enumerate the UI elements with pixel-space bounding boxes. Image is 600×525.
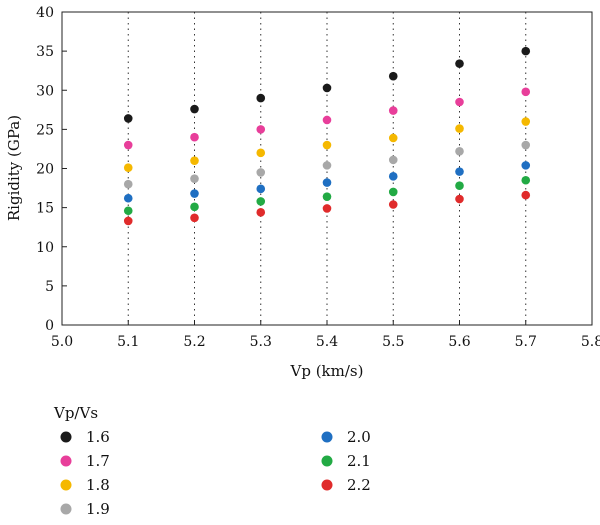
data-point xyxy=(322,140,332,150)
data-points xyxy=(123,46,531,226)
x-tick-label: 5.5 xyxy=(382,334,404,350)
y-tick-label: 5 xyxy=(45,279,54,295)
data-point xyxy=(455,124,464,133)
data-point xyxy=(123,163,133,173)
data-point xyxy=(123,216,133,226)
data-point xyxy=(388,155,398,165)
y-tick-label: 30 xyxy=(36,83,54,99)
data-point xyxy=(388,187,398,197)
data-point xyxy=(190,104,199,114)
legend-marker xyxy=(60,431,72,443)
legend-label: 1.8 xyxy=(86,476,110,494)
data-point xyxy=(256,148,266,158)
legend-label: 2.2 xyxy=(347,476,371,494)
x-tick-label: 5.4 xyxy=(316,334,338,350)
data-point xyxy=(256,208,266,217)
x-tick-label: 5.0 xyxy=(51,334,73,350)
data-point xyxy=(123,179,133,189)
y-axis: 0 5 10 15 20 25 30 35 40 xyxy=(36,5,67,334)
data-point xyxy=(322,83,332,93)
data-point xyxy=(256,197,266,206)
y-tick-label: 10 xyxy=(36,240,54,256)
legend-marker xyxy=(321,479,333,491)
x-tick-label: 5.2 xyxy=(183,334,205,350)
x-axis: 5.0 5.1 5.2 5.3 5.4 5.5 5.6 5.7 5.8 xyxy=(51,320,600,350)
data-point xyxy=(521,87,531,97)
x-tick-label: 5.1 xyxy=(117,334,139,350)
data-point xyxy=(521,175,531,185)
legend-label: 2.0 xyxy=(347,428,371,446)
x-tick-label: 5.3 xyxy=(250,334,272,350)
data-point xyxy=(455,194,464,204)
data-point xyxy=(388,106,398,115)
legend-title: Vp/Vs xyxy=(53,404,98,422)
legend-marker xyxy=(60,455,72,467)
data-point xyxy=(455,59,464,68)
data-point xyxy=(123,206,133,216)
data-point xyxy=(521,190,531,200)
data-point xyxy=(388,71,398,81)
legend: 1.6 1.7 1.8 1.9 2.0 2.1 2.2 xyxy=(60,428,371,518)
data-point xyxy=(190,132,199,142)
y-tick-label: 20 xyxy=(36,162,54,178)
data-point xyxy=(123,140,133,150)
data-point xyxy=(455,181,464,191)
legend-marker xyxy=(321,455,333,467)
data-point xyxy=(256,125,266,134)
data-point xyxy=(455,146,464,156)
data-point xyxy=(521,140,531,150)
data-point xyxy=(190,189,199,198)
data-point xyxy=(190,213,199,223)
data-point xyxy=(521,117,531,126)
legend-label: 1.9 xyxy=(86,500,110,518)
x-tick-label: 5.6 xyxy=(448,334,470,350)
data-point xyxy=(322,115,332,125)
x-tick-label: 5.8 xyxy=(581,334,600,350)
data-point xyxy=(190,174,199,183)
x-axis-label: Vp (km/s) xyxy=(290,362,364,380)
data-point xyxy=(388,172,398,181)
data-point xyxy=(388,133,398,143)
data-point xyxy=(521,161,531,170)
y-axis-label: Rigidity (GPa) xyxy=(5,115,23,221)
legend-marker xyxy=(60,503,72,515)
data-point xyxy=(322,192,332,201)
legend-marker xyxy=(321,431,333,443)
data-point xyxy=(190,202,199,212)
x-tick-label: 5.7 xyxy=(515,334,537,350)
data-point xyxy=(322,204,332,213)
legend-label: 1.7 xyxy=(86,452,110,470)
data-point xyxy=(123,114,133,123)
y-tick-label: 25 xyxy=(36,122,54,138)
y-tick-label: 40 xyxy=(36,5,54,21)
data-point xyxy=(521,46,531,56)
legend-marker xyxy=(60,479,72,491)
data-point xyxy=(322,161,332,170)
legend-label: 1.6 xyxy=(86,428,110,446)
data-point xyxy=(256,184,266,194)
data-point xyxy=(388,200,398,209)
data-point xyxy=(455,97,464,107)
legend-label: 2.1 xyxy=(347,452,371,470)
data-point xyxy=(256,168,266,177)
y-tick-label: 0 xyxy=(45,318,54,334)
data-point xyxy=(455,167,464,176)
y-tick-label: 35 xyxy=(36,44,54,60)
data-point xyxy=(256,93,266,103)
data-point xyxy=(123,193,133,203)
data-point xyxy=(190,156,199,165)
data-point xyxy=(322,178,332,187)
y-tick-label: 15 xyxy=(36,201,54,217)
